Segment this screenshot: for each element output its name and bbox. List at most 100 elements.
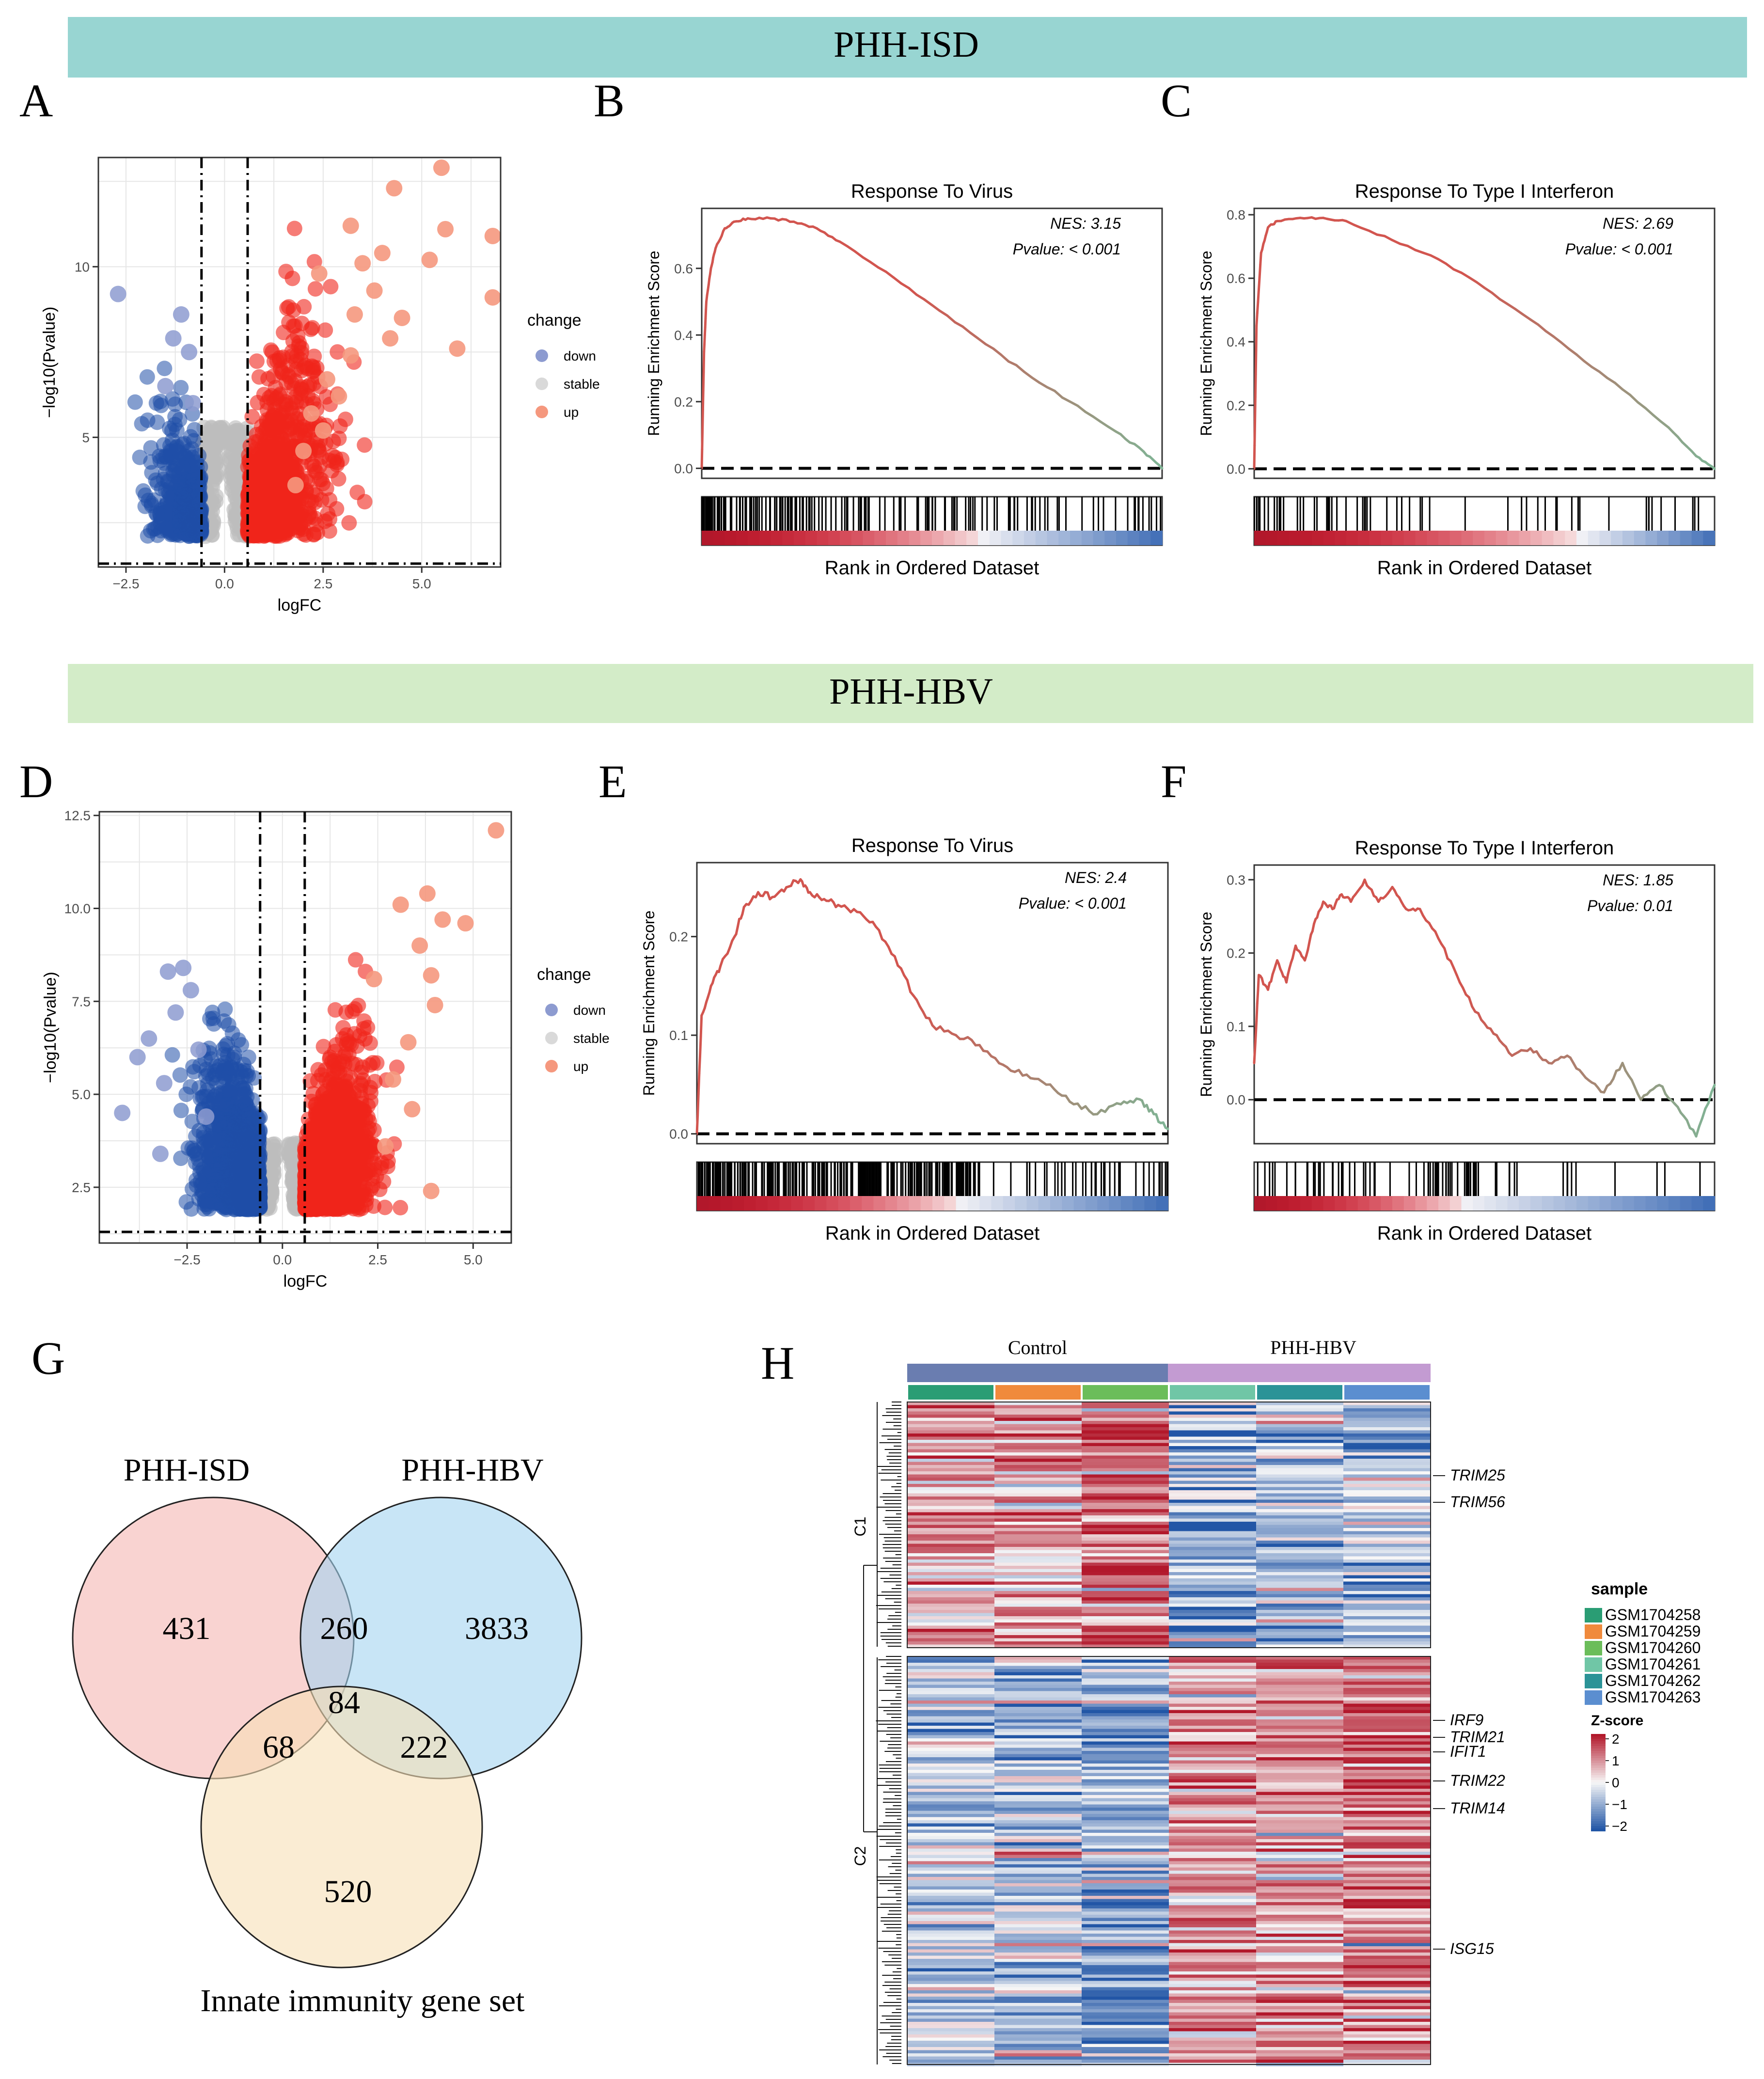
- down-point: [185, 395, 202, 411]
- down-point: [141, 492, 157, 508]
- up-point: [380, 1153, 396, 1169]
- y-tick-label: 10: [75, 259, 90, 274]
- up-point: [330, 344, 346, 360]
- up-point: [328, 450, 344, 466]
- down-point: [161, 420, 177, 436]
- up-point: [449, 340, 466, 357]
- up-point: [437, 220, 454, 237]
- up-point: [271, 388, 287, 404]
- banner-phh-isd: [68, 17, 1747, 78]
- down-point: [158, 482, 173, 498]
- up-point: [484, 227, 501, 244]
- down-point: [175, 460, 191, 476]
- down-point: [167, 396, 183, 412]
- down-point: [178, 1194, 194, 1210]
- stable-point: [226, 475, 242, 491]
- stable-point: [265, 1161, 281, 1177]
- up-point: [347, 952, 363, 968]
- up-point: [346, 306, 363, 323]
- stable-point: [209, 450, 225, 466]
- x-tick-label: 2.5: [314, 576, 332, 591]
- up-point: [286, 220, 302, 236]
- up-point: [382, 330, 399, 347]
- down-point: [205, 1070, 221, 1086]
- up-point: [303, 321, 319, 337]
- up-point: [315, 422, 331, 439]
- up-point: [303, 405, 320, 422]
- volcano-isd-xlabel: logFC: [278, 596, 322, 614]
- up-point: [311, 265, 328, 282]
- up-point: [247, 449, 263, 465]
- down-point: [172, 1067, 188, 1083]
- down-point: [224, 1105, 240, 1121]
- down-point: [184, 514, 200, 530]
- down-point: [223, 1153, 239, 1169]
- up-point: [320, 506, 336, 522]
- down-point: [221, 1119, 237, 1135]
- up-point: [249, 353, 265, 369]
- up-point: [337, 411, 353, 427]
- up-point: [246, 471, 262, 487]
- banner-phh-hbv: [68, 664, 1753, 723]
- down-point: [157, 361, 173, 377]
- down-point: [233, 1195, 249, 1211]
- up-point: [250, 512, 266, 528]
- up-point: [295, 442, 312, 459]
- down-point: [245, 1134, 261, 1150]
- up-point: [270, 435, 286, 451]
- down-point: [110, 285, 126, 302]
- down-point: [152, 448, 168, 464]
- up-point: [277, 527, 293, 543]
- up-point: [314, 449, 330, 465]
- up-point: [331, 388, 347, 405]
- down-point: [202, 1011, 218, 1027]
- down-point: [234, 1175, 250, 1191]
- up-point: [285, 504, 301, 520]
- up-point: [307, 281, 323, 297]
- panel-letter-g: G: [32, 1332, 65, 1384]
- legend-key-down: [536, 349, 548, 362]
- up-point: [296, 359, 312, 375]
- up-point: [342, 347, 359, 364]
- stable-point: [214, 426, 230, 442]
- up-point: [366, 282, 383, 299]
- down-point: [173, 306, 189, 323]
- down-point: [153, 397, 169, 413]
- up-point: [278, 458, 294, 474]
- stable-point: [228, 455, 244, 471]
- up-point: [266, 453, 282, 469]
- down-point: [235, 1093, 251, 1109]
- down-point: [181, 344, 198, 361]
- down-point: [177, 448, 193, 464]
- up-point: [321, 523, 337, 539]
- down-point: [127, 394, 143, 410]
- up-point: [285, 302, 301, 318]
- down-point: [159, 494, 175, 510]
- up-point: [433, 159, 450, 176]
- up-point: [338, 1004, 354, 1020]
- up-point: [331, 471, 346, 487]
- up-point: [421, 252, 438, 268]
- down-point: [216, 1200, 232, 1216]
- panel-letter-b: B: [594, 75, 625, 126]
- up-point: [331, 1055, 347, 1071]
- up-point: [263, 342, 279, 358]
- down-point: [173, 379, 189, 395]
- up-point: [299, 379, 315, 395]
- legend-title: change: [527, 311, 582, 330]
- stable-point: [228, 425, 244, 441]
- volcano-isd-legend: change down stable up: [527, 311, 600, 420]
- panel-letter-a: A: [19, 75, 53, 126]
- legend-key-up: [536, 406, 548, 418]
- up-point: [357, 437, 373, 453]
- up-point: [285, 405, 301, 421]
- down-point: [149, 414, 165, 430]
- up-point: [393, 1200, 409, 1216]
- up-point: [349, 485, 365, 501]
- down-point: [196, 1139, 212, 1155]
- panel-letter-e: E: [598, 756, 627, 807]
- up-point: [259, 394, 275, 410]
- up-point: [278, 264, 294, 280]
